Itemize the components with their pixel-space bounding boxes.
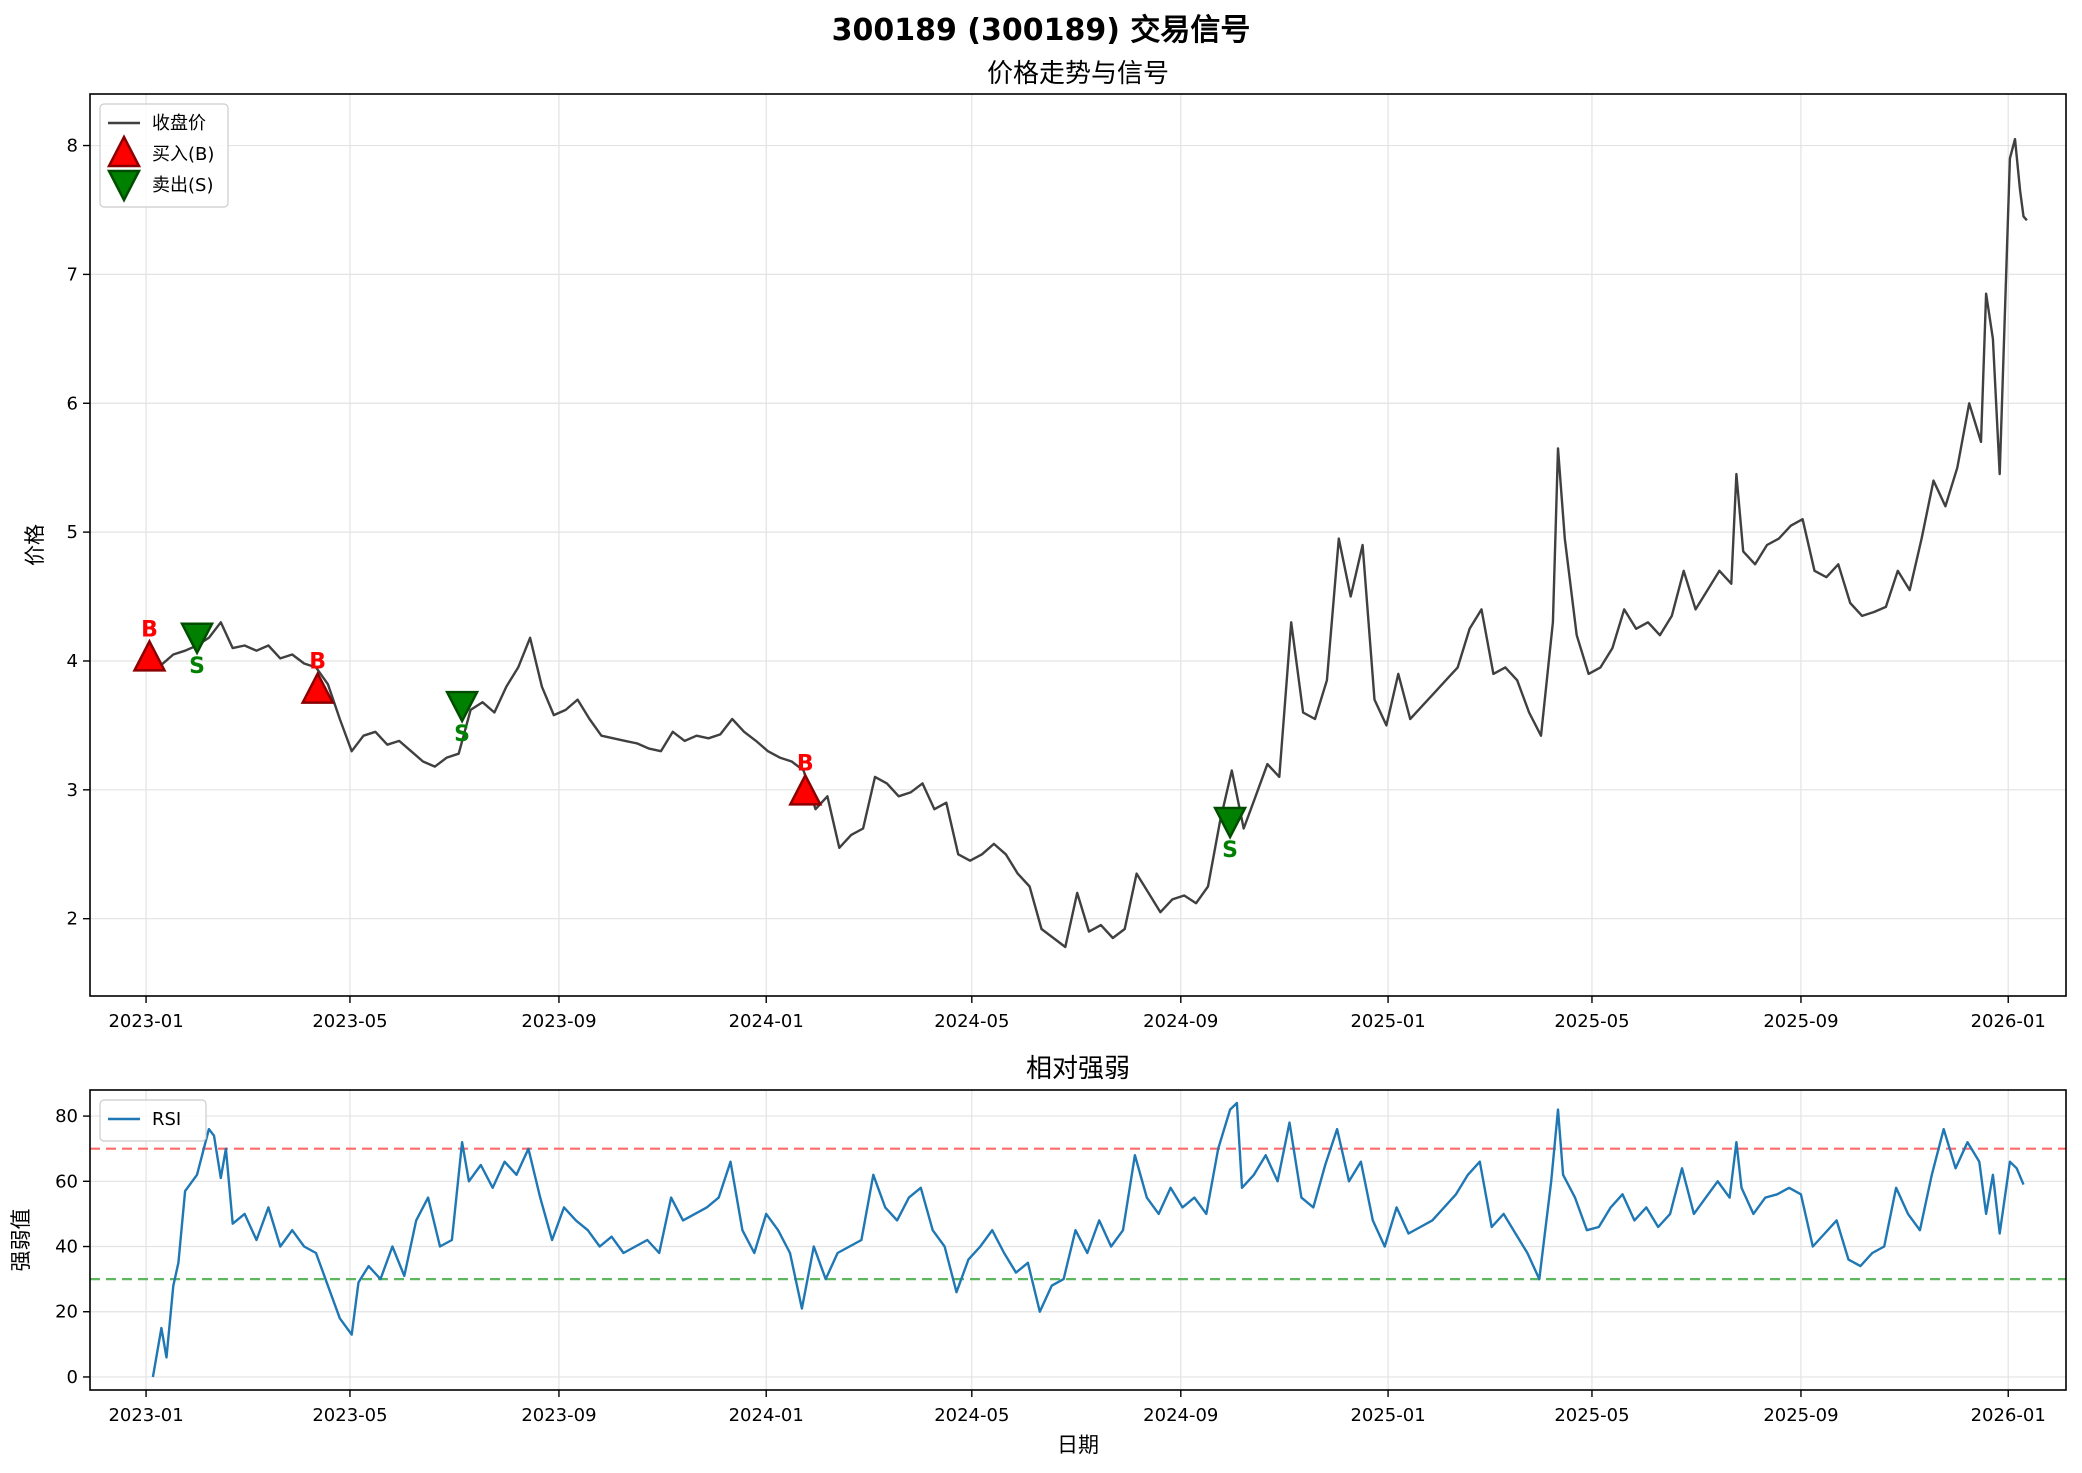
price-plot-frame	[89, 93, 2067, 997]
buy-signal-marker	[132, 638, 167, 672]
buy-signal-label: B	[309, 650, 326, 675]
price-y-axis: 2 3 4 5 6 7 8	[67, 136, 90, 930]
buy-signal-marker	[300, 670, 335, 704]
buy-signal-marker	[788, 772, 823, 806]
price-signals: B B B S S S	[132, 617, 1248, 863]
rsi-series	[151, 1101, 2025, 1378]
price-series-line	[148, 137, 2028, 949]
price-x-tick-label: 2023-05	[312, 1011, 387, 1032]
price-panel: 价格走势与信号 2023-01 2023-05 2023-09 2024-01 2024…	[23, 59, 2067, 1032]
price-y-tick-label: 8	[67, 136, 78, 157]
price-series	[148, 137, 2028, 949]
rsi-series-line	[151, 1101, 2025, 1378]
price-grid	[90, 94, 2066, 996]
rsi-y-tick-label: 80	[55, 1106, 78, 1127]
price-y-tick-label: 7	[67, 264, 78, 285]
rsi-x-axis: 2023-01 2023-05 2023-09 2024-01 2024-05 2024-…	[108, 1390, 2046, 1426]
rsi-x-axis-label: 日期	[1057, 1433, 1099, 1457]
price-x-tick-label: 2024-09	[1143, 1011, 1218, 1032]
rsi-x-tick-label: 2025-01	[1350, 1405, 1425, 1426]
price-x-axis: 2023-01 2023-05 2023-09 2024-01 2024-05 2024-…	[108, 996, 2046, 1032]
price-y-tick-label: 5	[67, 522, 78, 543]
rsi-panel: 相对强弱 2023-01 2023-05 2023-09 2024-01 2024-05…	[9, 1054, 2067, 1457]
price-x-tick-label: 2023-09	[521, 1011, 596, 1032]
rsi-legend-box	[99, 1099, 207, 1142]
price-x-tick-label: 2025-09	[1763, 1011, 1838, 1032]
buy-signal-label: B	[141, 617, 158, 642]
sell-signal-marker	[179, 622, 215, 656]
sell-signal-label: S	[189, 654, 205, 679]
rsi-x-tick-label: 2024-09	[1143, 1405, 1218, 1426]
price-y-tick-label: 3	[67, 780, 78, 801]
price-x-tick-label: 2024-05	[934, 1011, 1009, 1032]
buy-signal-label: B	[797, 751, 814, 776]
rsi-y-tick-label: 40	[55, 1237, 78, 1258]
price-legend-label: 收盘价	[152, 113, 206, 134]
rsi-reference-lines	[90, 1147, 2066, 1281]
rsi-plot-frame	[89, 1089, 2067, 1391]
rsi-x-tick-label: 2024-01	[729, 1405, 804, 1426]
rsi-grid	[90, 1090, 2066, 1390]
legend-buy-marker	[106, 134, 142, 168]
price-x-tick-label: 2025-01	[1350, 1011, 1425, 1032]
sell-signal-marker	[445, 690, 480, 724]
rsi-x-tick-label: 2023-01	[108, 1405, 183, 1426]
rsi-y-tick-label: 20	[55, 1302, 78, 1323]
rsi-x-tick-label: 2025-05	[1554, 1405, 1629, 1426]
figure-title: 300189 (300189) 交易信号	[832, 13, 1251, 48]
rsi-y-axis-label: 强弱值	[9, 1209, 33, 1272]
price-x-tick-label: 2025-05	[1554, 1011, 1629, 1032]
rsi-x-tick-label: 2026-01	[1971, 1405, 2046, 1426]
rsi-panel-title: 相对强弱	[1026, 1054, 1130, 1084]
price-legend-label: 买入(B)	[152, 144, 214, 165]
rsi-x-tick-label: 2023-05	[312, 1405, 387, 1426]
rsi-y-tick-label: 60	[55, 1171, 78, 1192]
price-x-tick-label: 2024-01	[729, 1011, 804, 1032]
legend-sell-marker	[106, 169, 142, 203]
sell-signal-label: S	[454, 722, 470, 747]
price-panel-title: 价格走势与信号	[987, 59, 1169, 89]
price-x-tick-label: 2023-01	[108, 1011, 183, 1032]
rsi-x-tick-label: 2023-09	[521, 1405, 596, 1426]
rsi-legend: RSI	[99, 1099, 207, 1142]
price-y-axis-label: 价格	[23, 524, 47, 566]
price-y-tick-label: 6	[67, 393, 78, 414]
price-y-tick-label: 4	[67, 651, 78, 672]
price-y-tick-label: 2	[67, 909, 78, 930]
sell-signal-label: S	[1222, 838, 1238, 863]
rsi-y-tick-label: 0	[67, 1367, 78, 1388]
rsi-x-tick-label: 2024-05	[934, 1405, 1009, 1426]
price-x-tick-label: 2026-01	[1971, 1011, 2046, 1032]
rsi-y-axis: 0 20 40 60 80	[55, 1106, 90, 1388]
price-legend-label: 卖出(S)	[152, 175, 213, 196]
rsi-x-tick-label: 2025-09	[1763, 1405, 1838, 1426]
rsi-legend-label: RSI	[152, 1109, 181, 1130]
sell-signal-marker	[1213, 806, 1248, 840]
